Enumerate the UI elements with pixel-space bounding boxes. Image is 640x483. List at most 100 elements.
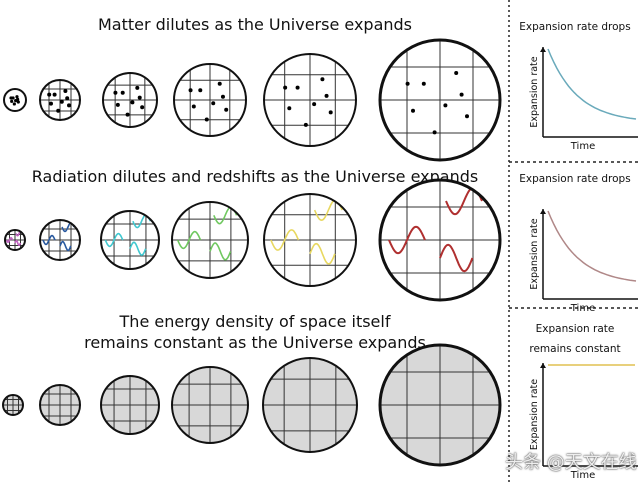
expansion-rate-curve <box>547 210 637 282</box>
matter-dot <box>49 101 53 106</box>
grid <box>264 54 356 146</box>
circle-outline <box>378 38 502 162</box>
matter-dot <box>135 85 140 90</box>
matter-dot <box>211 101 216 106</box>
matter-dot <box>59 99 64 104</box>
universe-circle <box>100 375 160 435</box>
x-axis-label: Time <box>570 470 595 481</box>
photon-wave <box>42 234 56 246</box>
x-axis-label: Time <box>570 303 595 314</box>
expansion-rate-curve <box>547 48 637 120</box>
circle-outline <box>263 53 357 147</box>
circle-outline <box>173 63 247 137</box>
photon-wave <box>129 241 147 256</box>
matter-dot <box>9 96 13 100</box>
grid <box>380 40 500 160</box>
circle-outline <box>378 178 502 302</box>
universe-circle <box>171 201 249 279</box>
universe-circle <box>173 63 247 137</box>
matter-dot <box>411 108 415 113</box>
row-title: The energy density of space itself <box>119 312 391 331</box>
grid <box>5 230 25 250</box>
matter-dot <box>137 95 142 100</box>
grid <box>172 367 248 443</box>
panel-title: Expansion rate drops <box>519 173 630 185</box>
matter-dot <box>15 95 19 99</box>
circle-outline <box>171 366 249 444</box>
matter-dot <box>283 85 288 90</box>
matter-dot <box>140 105 145 110</box>
y-axis-arrow <box>540 363 546 368</box>
matter-dot <box>115 102 120 107</box>
circle-outline <box>39 384 81 426</box>
matter-dot <box>52 92 57 97</box>
universe-circle <box>263 193 357 287</box>
matter-dot <box>465 114 469 119</box>
matter-dot <box>303 122 308 127</box>
universe-circle <box>2 394 24 416</box>
universe-circle <box>102 72 158 128</box>
circle-outline <box>102 72 158 128</box>
matter-dot <box>12 102 16 106</box>
grid <box>103 73 157 127</box>
y-axis-label: Expansion rate <box>529 218 540 289</box>
matter-dot <box>312 102 317 107</box>
universe-circle <box>4 229 26 251</box>
matter-dot <box>324 93 329 98</box>
y-axis-label: Expansion rate <box>529 379 540 450</box>
matter-dot <box>224 107 229 112</box>
universe-circle <box>3 88 27 112</box>
circle-outline <box>378 343 502 467</box>
circle-outline <box>4 229 26 251</box>
matter-dot <box>65 96 70 101</box>
matter-dot <box>56 108 61 113</box>
universe-circle <box>39 79 81 121</box>
circle-outline <box>3 88 27 112</box>
matter-dot <box>130 100 135 105</box>
matter-dot <box>454 71 459 75</box>
expansion-rate-chart: Expansion rate drops Time Expansion rate <box>519 173 638 314</box>
circle-outline <box>2 394 24 416</box>
grid <box>174 64 246 136</box>
matter-dot <box>191 104 196 109</box>
matter-dot <box>188 88 193 93</box>
universe-circle <box>262 357 358 453</box>
row-title: Matter dilutes as the Universe expands <box>98 15 412 34</box>
matter-dot <box>67 103 71 108</box>
grid <box>380 345 500 465</box>
matter-dot <box>16 100 20 104</box>
grid <box>3 395 23 415</box>
matter-dot <box>10 99 14 103</box>
row-title: remains constant as the Universe expands <box>84 333 426 352</box>
circle-outline <box>39 219 81 261</box>
matter-dot <box>63 89 68 93</box>
photon-wave <box>309 242 336 265</box>
matter-dot <box>113 90 118 95</box>
matter-dot <box>198 88 203 93</box>
watermark: 头条 @天文在线 <box>505 452 637 473</box>
matter-dot <box>459 92 464 97</box>
x-axis-label: Time <box>570 141 595 152</box>
circle-outline <box>171 201 249 279</box>
grid <box>101 211 159 269</box>
photon-wave <box>209 242 232 261</box>
circle-outline <box>262 357 358 453</box>
circle-outline <box>39 79 81 121</box>
photon-wave <box>59 240 72 252</box>
matter-dot <box>432 130 437 135</box>
matter-dot <box>220 94 225 99</box>
grid <box>263 358 357 452</box>
photon-wave <box>5 236 14 244</box>
universe-circle <box>39 384 81 426</box>
matter-dot <box>125 112 130 117</box>
matter-dot <box>405 81 410 86</box>
y-axis-label: Expansion rate <box>529 56 540 127</box>
expansion-rate-chart: Expansion rate drops Time Expansion rate <box>519 21 638 152</box>
matter-dot <box>287 106 292 111</box>
photon-wave <box>439 243 474 273</box>
matter-dot <box>295 85 300 90</box>
grid <box>380 180 500 300</box>
matter-dot <box>204 117 209 122</box>
photon-wave <box>388 225 426 255</box>
